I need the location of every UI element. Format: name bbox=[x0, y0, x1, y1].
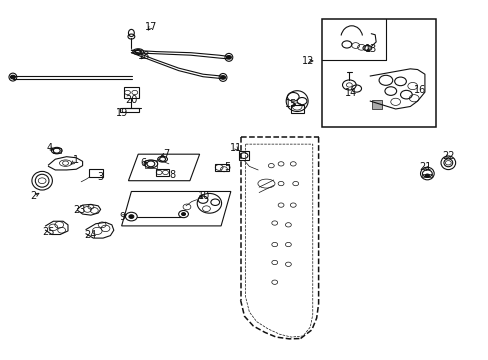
Bar bbox=[290, 105, 304, 113]
Bar bbox=[156, 169, 169, 176]
Text: 1: 1 bbox=[73, 155, 79, 165]
Text: 22: 22 bbox=[441, 150, 454, 161]
Text: 25: 25 bbox=[42, 227, 55, 237]
Text: 16: 16 bbox=[413, 85, 426, 95]
Circle shape bbox=[220, 76, 225, 79]
Text: 9: 9 bbox=[119, 212, 125, 221]
Text: 19: 19 bbox=[115, 108, 127, 118]
Text: 11: 11 bbox=[229, 143, 242, 153]
Text: 4: 4 bbox=[46, 143, 52, 153]
Text: 3: 3 bbox=[98, 172, 103, 182]
Bar bbox=[371, 100, 381, 109]
Text: 20: 20 bbox=[125, 95, 137, 105]
Text: 24: 24 bbox=[84, 230, 97, 239]
Text: 23: 23 bbox=[73, 206, 86, 216]
Text: 6: 6 bbox=[140, 158, 146, 168]
Bar bbox=[422, 174, 431, 177]
Text: 21: 21 bbox=[419, 162, 431, 172]
Text: 18: 18 bbox=[138, 51, 150, 61]
Bar bbox=[321, 19, 435, 127]
Text: 10: 10 bbox=[198, 191, 210, 201]
Bar bbox=[123, 87, 139, 98]
Text: 7: 7 bbox=[163, 149, 169, 159]
Circle shape bbox=[129, 215, 134, 219]
Text: 2: 2 bbox=[31, 191, 37, 201]
Bar bbox=[144, 160, 157, 168]
Text: 15: 15 bbox=[284, 99, 296, 109]
Text: 13: 13 bbox=[365, 44, 377, 54]
Bar bbox=[53, 148, 61, 153]
Text: 14: 14 bbox=[344, 88, 356, 98]
Text: 8: 8 bbox=[169, 170, 175, 180]
Text: 17: 17 bbox=[144, 22, 157, 32]
Bar bbox=[120, 108, 139, 112]
Bar bbox=[238, 151, 249, 160]
Text: 12: 12 bbox=[301, 56, 313, 66]
Circle shape bbox=[226, 55, 231, 59]
Circle shape bbox=[424, 174, 429, 177]
Circle shape bbox=[181, 213, 185, 216]
Bar bbox=[89, 169, 103, 177]
Circle shape bbox=[10, 75, 15, 79]
Text: 5: 5 bbox=[224, 162, 230, 172]
Bar bbox=[215, 163, 228, 171]
